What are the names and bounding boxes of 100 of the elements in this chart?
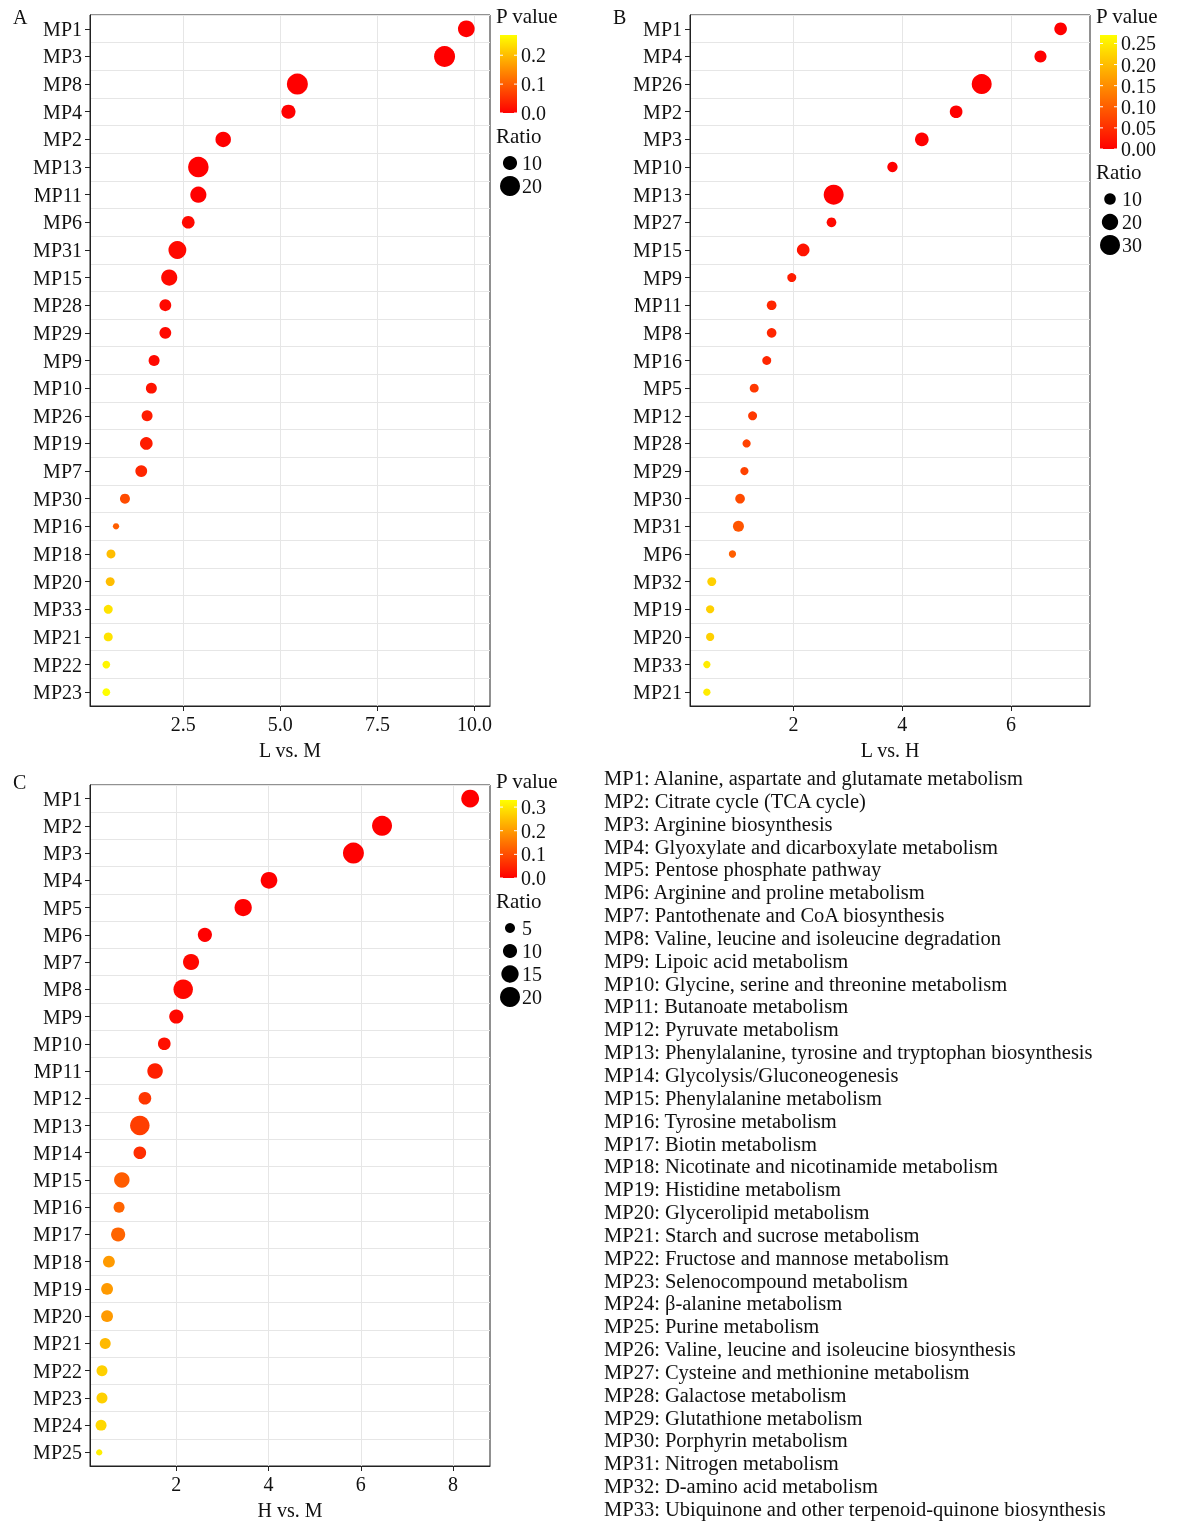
x-tick-label: 2.5 xyxy=(170,713,196,735)
y-tick-label: MP18 xyxy=(33,1250,82,1273)
text: MP21: Starch and sucrose metabolism xyxy=(604,1223,921,1247)
color-bar-label: 0.00 xyxy=(1121,138,1156,160)
y-tick-label: MP10 xyxy=(33,1032,82,1055)
y-tick-label: MP23 xyxy=(33,1386,82,1409)
x-tick-label: 5.0 xyxy=(267,713,293,735)
text: MP26: Valine, leucine and isoleucine biosynthesis xyxy=(604,1338,1017,1361)
text: MP11: Butanoate metabolism xyxy=(604,995,850,1019)
text: MP28: Galactose metabolism xyxy=(604,1383,848,1407)
y-tick-label: MP12 xyxy=(33,1087,82,1110)
color-bar-label: 0.20 xyxy=(1121,53,1156,76)
y-tick-label: MP8 xyxy=(43,978,82,1001)
y-tick-label: MP15 xyxy=(633,238,682,261)
text: MP20: Glycerolipid metabolism xyxy=(604,1201,871,1224)
y-tick-label: MP3 xyxy=(643,128,682,151)
color-bar-label: 0.1 xyxy=(521,843,546,866)
y-tick-label: MP30 xyxy=(33,487,82,510)
y-tick-label: MP6 xyxy=(43,923,82,946)
text: MP2: Citrate cycle (TCA cycle) xyxy=(604,789,866,813)
x-axis-title: L vs. M xyxy=(258,739,322,761)
y-tick-label: MP10 xyxy=(33,377,82,400)
text: MP32: D-amino acid metabolism xyxy=(604,1475,879,1498)
text: MP6: Arginine and proline metabolism xyxy=(604,881,926,905)
text: MP1: Alanine, aspartate and glutamate metabolism xyxy=(604,767,1024,790)
text: MP9: Lipoic acid metabolism xyxy=(604,949,850,973)
y-tick-label: MP19 xyxy=(33,1277,82,1300)
legend-label: 20 xyxy=(522,175,542,197)
y-tick-label: MP8 xyxy=(643,321,682,344)
y-tick-label: MP13 xyxy=(33,156,82,179)
text: MP8: Valine, leucine and isoleucine degradation xyxy=(604,926,1002,950)
y-tick-label: MP18 xyxy=(33,542,82,565)
text: MP31: Nitrogen metabolism xyxy=(604,1452,840,1476)
legend-title: Ratio xyxy=(496,888,542,913)
y-tick-label: MP17 xyxy=(33,1223,82,1246)
color-bar-label: 0.3 xyxy=(521,796,546,819)
color-bar-label: 0.0 xyxy=(521,867,546,889)
legend-title: Ratio xyxy=(496,123,542,148)
y-tick-label: MP15 xyxy=(33,266,82,289)
text: MP13: Phenylalanine, tyrosine and tryptophan biosynthesis xyxy=(604,1041,1094,1064)
y-tick-label: MP11 xyxy=(33,1060,82,1083)
x-axis-title: L vs. H xyxy=(860,739,920,761)
chart-title: C xyxy=(13,771,27,793)
y-tick-label: MP30 xyxy=(633,487,682,510)
text: MP3: Arginine biosynthesis xyxy=(604,812,833,836)
y-tick-label: MP19 xyxy=(633,598,682,621)
text: MP33: Ubiquinone and other terpenoid-quinone biosynthesis xyxy=(604,1498,1107,1521)
y-tick-label: MP9 xyxy=(43,1005,82,1028)
y-tick-label: MP7 xyxy=(43,951,82,974)
text: MP22: Fructose and mannose metabolism xyxy=(604,1246,951,1270)
y-tick-label: MP20 xyxy=(633,625,682,648)
y-tick-label: MP1 xyxy=(43,17,82,40)
y-tick-label: MP21 xyxy=(33,1332,82,1355)
y-tick-label: MP5 xyxy=(643,377,682,400)
legend-label: 10 xyxy=(522,940,542,962)
chart-title: A xyxy=(13,6,28,28)
text: MP10: Glycine, serine and threonine metabolism xyxy=(604,972,1009,996)
y-tick-label: MP25 xyxy=(33,1441,82,1464)
y-tick-label: MP8 xyxy=(43,73,82,96)
text: MP5: Pentose phosphate pathway xyxy=(604,858,882,882)
y-tick-label: MP9 xyxy=(43,349,82,372)
color-bar-label: 0.2 xyxy=(521,44,546,67)
color-bar-label: 0.1 xyxy=(521,73,546,96)
text: MP19: Histidine metabolism xyxy=(604,1178,842,1202)
y-tick-label: MP13 xyxy=(633,183,682,206)
y-tick-label: MP11 xyxy=(633,294,682,317)
color-bar-label: 0.05 xyxy=(1121,116,1156,139)
y-tick-label: MP29 xyxy=(33,321,82,344)
y-tick-label: MP24 xyxy=(33,1414,82,1437)
text: MP7: Pantothenate and CoA biosynthesis xyxy=(604,904,946,927)
text: MP27: Cysteine and methionine metabolism xyxy=(604,1360,970,1384)
y-tick-label: MP16 xyxy=(33,1196,82,1219)
x-tick-label: 7.5 xyxy=(364,713,390,735)
y-tick-label: MP11 xyxy=(33,183,82,206)
legend-title: Ratio xyxy=(1096,159,1142,184)
y-tick-label: MP26 xyxy=(33,404,82,427)
y-tick-label: MP22 xyxy=(33,653,82,676)
y-tick-label: MP6 xyxy=(43,211,82,234)
x-tick-label: 8 xyxy=(448,1473,459,1495)
y-tick-label: MP20 xyxy=(33,570,82,593)
text: MP24: β-alanine metabolism xyxy=(604,1292,844,1316)
text: MP29: Glutathione metabolism xyxy=(604,1406,864,1430)
y-tick-label: MP33 xyxy=(633,653,682,676)
x-tick-label: 4 xyxy=(263,1473,274,1495)
text: MP25: Purine metabolism xyxy=(604,1315,821,1339)
text: MP12: Pyruvate metabolism xyxy=(604,1018,840,1042)
y-tick-label: MP22 xyxy=(33,1359,82,1382)
y-tick-label: MP26 xyxy=(633,73,682,96)
y-tick-label: MP7 xyxy=(43,460,82,483)
y-tick-label: MP19 xyxy=(33,432,82,455)
text: MP18: Nicotinate and nicotinamide metabolism xyxy=(604,1155,999,1179)
y-tick-label: MP2 xyxy=(643,100,682,123)
y-tick-label: MP6 xyxy=(643,542,682,565)
y-tick-label: MP4 xyxy=(43,869,82,892)
y-tick-label: MP27 xyxy=(633,211,682,234)
color-bar-label: 0.0 xyxy=(521,102,546,124)
legend-label: 10 xyxy=(1122,188,1142,210)
y-tick-label: MP21 xyxy=(633,681,682,704)
x-tick-label: 2 xyxy=(171,1473,182,1495)
y-tick-label: MP4 xyxy=(643,45,682,68)
